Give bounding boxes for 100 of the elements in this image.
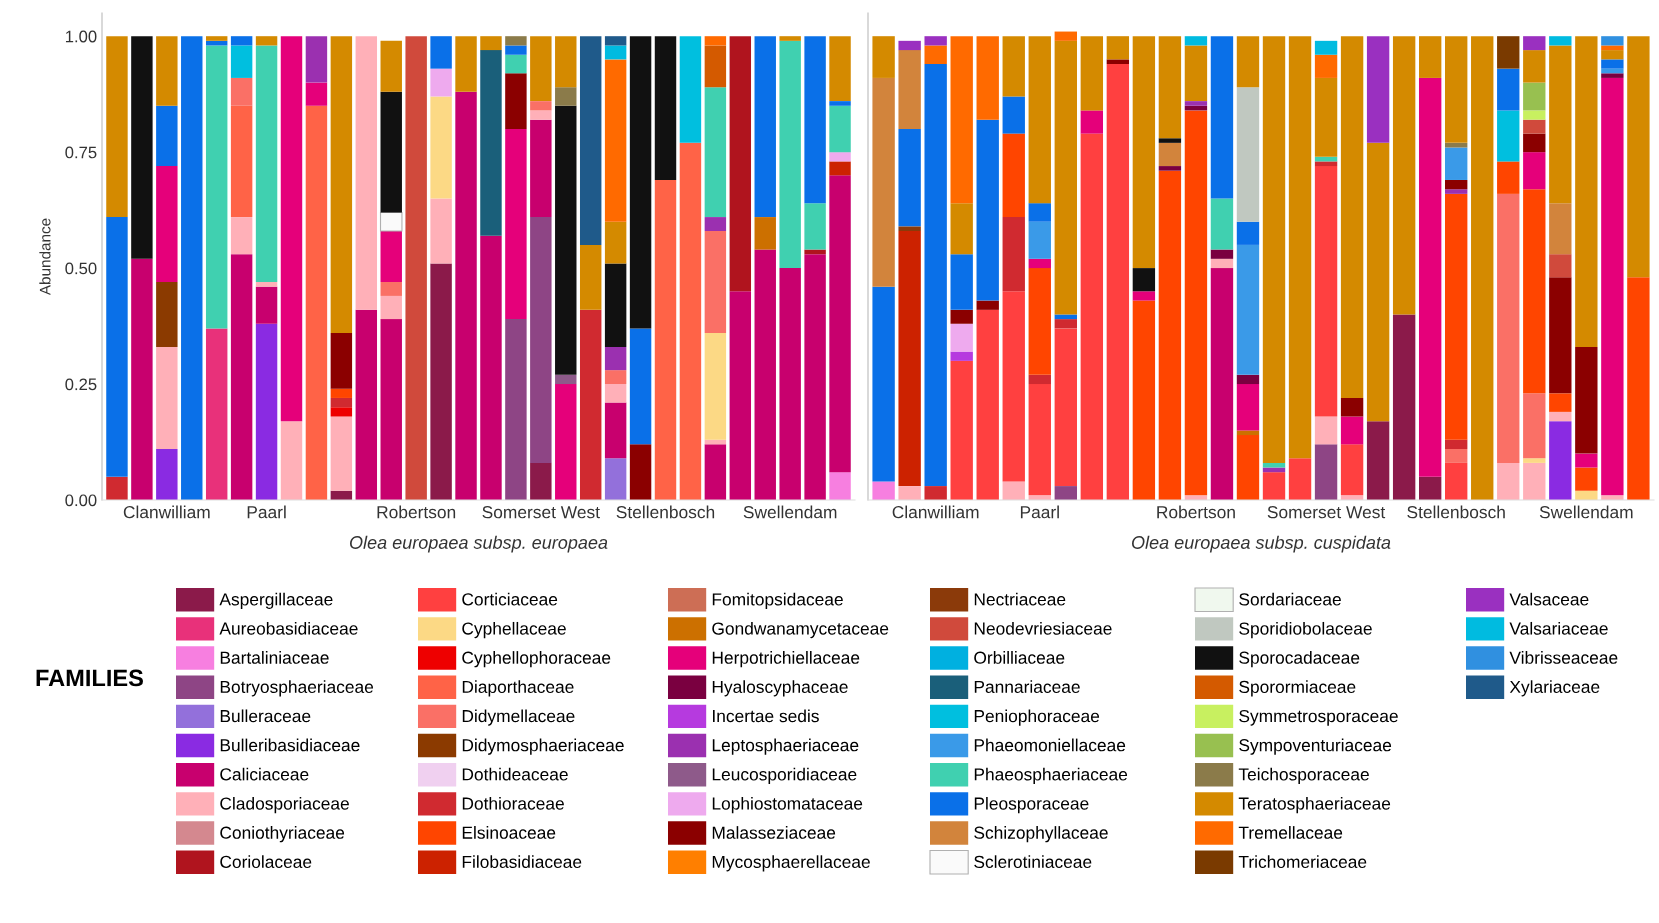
bar: [1314, 161, 1338, 167]
bar: [156, 346, 178, 449]
bar: [1236, 36, 1260, 88]
bar: [1210, 268, 1234, 500]
bar: [679, 36, 702, 143]
bar: [1054, 40, 1077, 315]
bar: [604, 59, 627, 222]
legend-label: Sporidiobolaceae: [1239, 621, 1372, 639]
legend-label: Valsariaceae: [1509, 621, 1608, 635]
bar: [1497, 462, 1520, 500]
bar: [156, 105, 178, 167]
legend-label: Trichomeriaceae: [1238, 855, 1367, 869]
bar: [704, 45, 727, 88]
bar: [555, 36, 577, 88]
y-axis-title: Abundance: [39, 218, 51, 296]
bar: [1158, 170, 1182, 500]
legend-label: Corticiaceae: [462, 592, 558, 606]
bar: [779, 40, 801, 269]
bar: [1523, 393, 1546, 459]
bar: [355, 309, 378, 500]
bar: [205, 45, 228, 329]
bar: [1575, 36, 1598, 347]
bar: [555, 384, 577, 500]
bar: [505, 54, 527, 74]
bar: [1236, 87, 1260, 222]
bar: [1523, 119, 1546, 134]
bar: [704, 230, 727, 334]
bar: [829, 175, 851, 473]
bar: [380, 295, 402, 320]
bar: [1340, 444, 1364, 496]
bar: [1106, 64, 1130, 500]
bar: [976, 119, 999, 301]
bar: [530, 36, 552, 102]
bar: [480, 235, 502, 500]
bar: [898, 226, 921, 231]
bar: [1445, 189, 1468, 194]
legend-label: Bulleribasidiaceae: [220, 738, 360, 752]
bar: [330, 388, 353, 398]
bar: [430, 263, 452, 500]
bar: [530, 101, 552, 111]
bar: [1601, 36, 1624, 46]
bar: [480, 36, 502, 51]
legend-label: Valsaceae: [1509, 592, 1589, 606]
bar: [380, 91, 402, 213]
bar: [1445, 448, 1468, 463]
bar: [1158, 138, 1182, 143]
bar: [579, 309, 602, 500]
bar: [1392, 36, 1416, 315]
x-tick-label: Stellenbosch: [1407, 505, 1505, 519]
y-tick-label: 1.00: [65, 30, 97, 43]
legend-label: Dothioraceae: [462, 796, 564, 810]
bar: [156, 166, 178, 283]
legend-label: Sporormiaceae: [1239, 680, 1356, 697]
bar: [829, 101, 851, 106]
x-tick-label: Swellendam: [743, 505, 837, 519]
legend-label: Tremellaceae: [1238, 826, 1343, 839]
y-tick-label: 0.75: [65, 146, 97, 159]
bar: [1132, 36, 1156, 269]
bar: [430, 68, 452, 97]
bar: [1106, 36, 1130, 60]
bar: [604, 458, 627, 500]
legend-label: Aspergillaceae: [219, 592, 333, 609]
bar: [898, 486, 921, 500]
bar: [230, 254, 253, 500]
bar: [976, 300, 999, 310]
bar: [1575, 467, 1598, 491]
bar: [455, 36, 477, 92]
bar: [530, 119, 552, 218]
bar: [604, 370, 627, 385]
bar: [1549, 36, 1572, 46]
bar: [1497, 36, 1520, 69]
bar: [305, 105, 328, 500]
legend-label: Pannariaceae: [974, 680, 1080, 694]
bar: [1028, 36, 1051, 204]
legend-label: Coriolaceae: [220, 855, 312, 869]
legend-label: Dothideaceae: [462, 767, 568, 781]
x-tick-label: Robertson: [377, 505, 456, 519]
legend-label: Teratosphaeriaceae: [1238, 796, 1391, 814]
bar: [1080, 110, 1104, 134]
bar: [255, 323, 278, 500]
legend-label: Leucosporidiaceae: [712, 767, 857, 784]
bar: [1210, 36, 1234, 199]
bar: [898, 40, 921, 51]
bar: [924, 486, 947, 500]
bar: [779, 268, 801, 500]
legend-label: Xylariaceae: [1509, 680, 1600, 697]
legend-label: Bulleraceae: [220, 709, 311, 723]
bar: [1184, 36, 1208, 46]
bar: [280, 36, 303, 422]
bar: [255, 36, 278, 46]
bar: [1445, 142, 1468, 148]
legend-label: Phaeomoniellaceae: [974, 738, 1126, 752]
bar: [729, 291, 752, 500]
bar: [1210, 258, 1234, 269]
bar: [380, 282, 402, 296]
legend-label: Elsinoaceae: [462, 826, 556, 839]
bar: [1523, 133, 1546, 153]
bar: [579, 36, 602, 245]
bar: [380, 40, 402, 92]
bar: [380, 319, 402, 500]
